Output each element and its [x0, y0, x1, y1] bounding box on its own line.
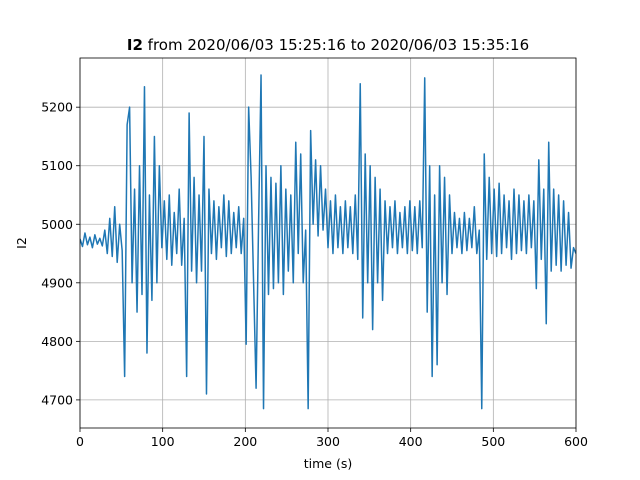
x-tick-label: 300 [316, 434, 340, 449]
y-tick-label: 4900 [41, 275, 73, 290]
y-tick-label: 5000 [41, 217, 73, 232]
y-tick-label: 5200 [41, 100, 73, 115]
x-tick-label: 200 [233, 434, 257, 449]
title-variable: I2 [127, 36, 143, 54]
y-tick-label: 4700 [41, 392, 73, 407]
x-axis-label: time (s) [304, 456, 352, 471]
x-tick-label: 400 [399, 434, 423, 449]
y-tick-label: 4800 [41, 334, 73, 349]
chart-title: I2 from 2020/06/03 15:25:16 to 2020/06/0… [127, 36, 529, 54]
x-tick-label: 0 [76, 434, 84, 449]
y-axis-label: I2 [14, 237, 29, 249]
x-tick-label: 500 [481, 434, 505, 449]
plot-frame [79, 57, 577, 429]
data-line [80, 74, 576, 410]
title-text: from 2020/06/03 15:25:16 to 2020/06/03 1… [148, 36, 529, 54]
x-tick-label: 100 [151, 434, 175, 449]
x-tick-label: 600 [564, 434, 588, 449]
y-tick-label: 5100 [41, 158, 73, 173]
